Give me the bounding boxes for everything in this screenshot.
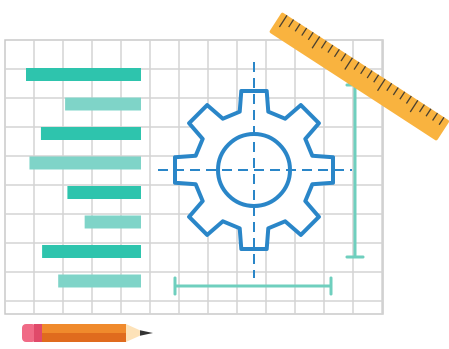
bar-1 [26, 68, 141, 81]
ruler-tick [432, 112, 439, 121]
ruler-tick [327, 44, 334, 53]
ruler-tick [418, 104, 425, 113]
ruler-tick [392, 87, 399, 96]
pencil-wood-tip [126, 324, 146, 342]
bar-6 [84, 215, 141, 229]
pencil-body-bottom [42, 333, 126, 342]
gear-icon [158, 62, 352, 278]
pencil-band [34, 324, 42, 342]
ruler-icon [269, 12, 449, 141]
pencil-icon [22, 324, 153, 342]
ruler-tick [438, 116, 445, 126]
ruler-tick [409, 99, 419, 113]
ruler-tick [405, 95, 412, 104]
pencil-eraser [22, 324, 36, 342]
ruler-tick [340, 53, 347, 62]
ruler-tick [386, 82, 393, 92]
bar-3 [40, 127, 142, 140]
pencil-lead [140, 330, 153, 336]
ruler-tick [425, 108, 432, 117]
pencil-body-top [42, 324, 126, 333]
bar-chart-icon [26, 68, 142, 288]
ruler-tick [376, 78, 386, 92]
ruler-tick [344, 57, 353, 70]
bar-4 [29, 156, 142, 170]
ruler-tick [399, 91, 406, 100]
bar-8 [58, 274, 142, 288]
ruler-tick [301, 27, 308, 36]
ruler-tick [353, 61, 360, 70]
ruler-ticks [278, 14, 445, 126]
dimension-line-icon [173, 83, 365, 296]
bar-5 [67, 186, 141, 199]
bar-2 [65, 97, 141, 111]
ruler-tick [333, 48, 340, 58]
ruler-tick [278, 14, 288, 28]
ruler-tick [311, 36, 321, 49]
bar-7 [42, 245, 141, 258]
ruler-tick [288, 19, 295, 28]
ruler-tick [294, 23, 301, 32]
ruler-tick [366, 70, 373, 79]
ruler-tick [307, 31, 314, 41]
ruler-tick [373, 74, 380, 83]
ruler-tick [320, 40, 327, 49]
ruler-tick [360, 65, 367, 75]
